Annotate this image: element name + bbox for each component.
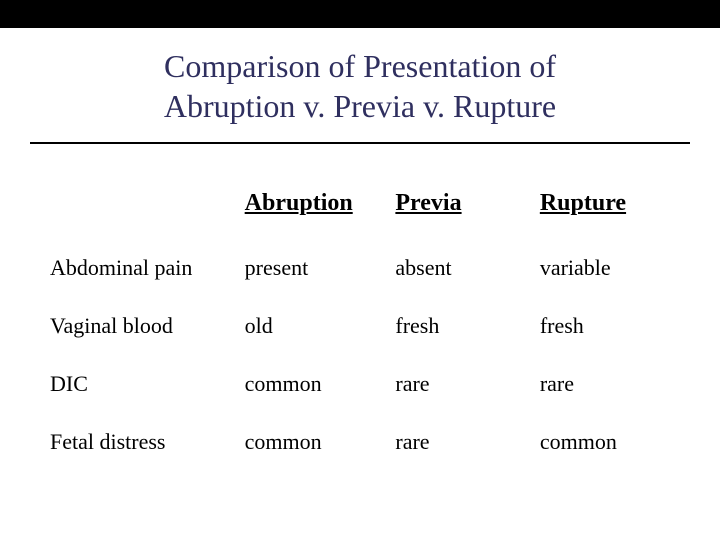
- header-rupture: Rupture: [536, 184, 674, 239]
- row-label: Fetal distress: [46, 413, 241, 471]
- cell: common: [536, 413, 674, 471]
- row-label: Vaginal blood: [46, 297, 241, 355]
- top-bar: [0, 0, 720, 28]
- row-label: DIC: [46, 355, 241, 413]
- table-header-row: Abruption Previa Rupture: [46, 184, 674, 239]
- table-row: DIC common rare rare: [46, 355, 674, 413]
- cell: present: [241, 239, 392, 297]
- table-row: Fetal distress common rare common: [46, 413, 674, 471]
- slide-title: Comparison of Presentation of Abruption …: [0, 28, 720, 136]
- cell: common: [241, 413, 392, 471]
- title-line-2: Abruption v. Previa v. Rupture: [40, 86, 680, 126]
- table-row: Vaginal blood old fresh fresh: [46, 297, 674, 355]
- cell: absent: [391, 239, 535, 297]
- cell: rare: [391, 413, 535, 471]
- header-previa: Previa: [391, 184, 535, 239]
- cell: common: [241, 355, 392, 413]
- cell: variable: [536, 239, 674, 297]
- cell: rare: [391, 355, 535, 413]
- header-abruption: Abruption: [241, 184, 392, 239]
- cell: rare: [536, 355, 674, 413]
- header-blank: [46, 184, 241, 239]
- cell: old: [241, 297, 392, 355]
- table-row: Abdominal pain present absent variable: [46, 239, 674, 297]
- comparison-table: Abruption Previa Rupture Abdominal pain …: [46, 184, 674, 471]
- content-area: Abruption Previa Rupture Abdominal pain …: [0, 144, 720, 471]
- row-label: Abdominal pain: [46, 239, 241, 297]
- cell: fresh: [391, 297, 535, 355]
- title-line-1: Comparison of Presentation of: [40, 46, 680, 86]
- cell: fresh: [536, 297, 674, 355]
